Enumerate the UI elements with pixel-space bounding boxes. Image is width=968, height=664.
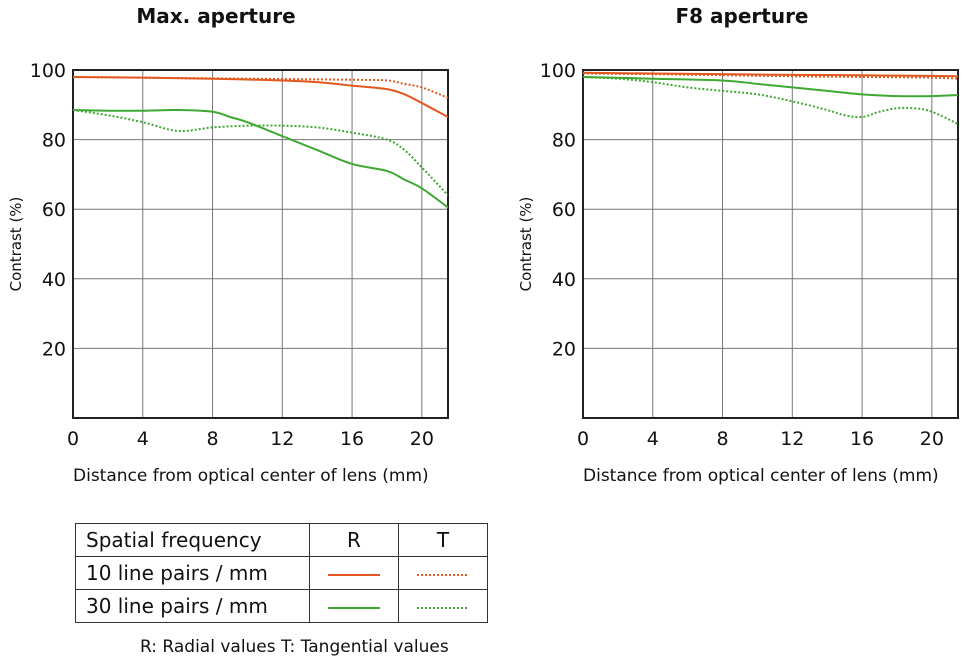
legend-note: R: Radial values T: Tangential values [140,637,449,657]
legend-swatch-30-tangential [398,589,488,623]
legend-header-t: T [398,523,488,557]
legend-table: Spatial frequency R T 10 line pairs / mm… [75,523,488,623]
y-axis-label: Contrast (%) [517,197,535,292]
y-axis-label: Contrast (%) [7,197,25,292]
legend-header-r: R [309,523,399,557]
y-tick-label: 40 [552,269,576,291]
legend-row-label: 10 line pairs / mm [75,556,310,590]
x-tick-label: 12 [270,428,294,450]
legend-header-label: Spatial frequency [75,523,310,557]
legend-row-30lp: 30 line pairs / mm [75,589,488,623]
series-line [582,75,959,125]
legend-row-label: 30 line pairs / mm [75,589,310,623]
y-tick-label: 20 [552,338,576,360]
series-line [582,75,959,98]
plot-frame [72,69,449,419]
chart-f8-aperture: F8 aperture 20 40 60 80 100 0 4 8 12 16 20 Contrast… [510,0,968,500]
y-tick-label: 100 [30,60,66,82]
legend-swatch-10-tangential [398,556,488,590]
x-tick-label: 20 [410,428,434,450]
x-tick-label: 0 [577,428,589,450]
x-tick-label: 8 [206,428,218,450]
plot-frame [582,69,959,419]
x-tick-label: 0 [67,428,79,450]
series-line [72,109,449,196]
x-tick-label: 16 [850,428,874,450]
y-tick-label: 60 [552,199,576,221]
y-tick-label: 60 [42,199,66,221]
series-line [72,75,449,99]
x-tick-label: 8 [716,428,728,450]
x-tick-label: 4 [137,428,149,450]
y-tick-label: 100 [540,60,576,82]
x-tick-label: 16 [340,428,364,450]
y-tick-label: 80 [552,130,576,152]
y-tick-label: 20 [42,338,66,360]
y-tick-label: 80 [42,130,66,152]
chart-title: Max. aperture [136,4,296,28]
legend-header-row: Spatial frequency R T [75,523,488,557]
x-tick-label: 20 [920,428,944,450]
chart-max-aperture: Max. aperture 20 40 60 80 100 0 4 8 12 16 20 Contra… [0,0,484,500]
chart-title: F8 aperture [675,4,809,28]
plot-area: 20 40 60 80 100 0 4 8 12 16 20 Contrast (%) [7,60,449,450]
plot-area: 20 40 60 80 100 0 4 8 12 16 20 Contrast (%) [517,60,959,450]
legend-row-10lp: 10 line pairs / mm [75,556,488,590]
series-line [72,108,449,209]
x-axis-label: Distance from optical center of lens (mm… [73,466,429,486]
legend-swatch-30-radial [309,589,399,623]
legend-swatch-10-radial [309,556,399,590]
x-tick-label: 4 [647,428,659,450]
x-axis-label: Distance from optical center of lens (mm… [583,466,939,486]
series-line [582,72,959,80]
x-tick-label: 12 [780,428,804,450]
y-tick-label: 40 [42,269,66,291]
